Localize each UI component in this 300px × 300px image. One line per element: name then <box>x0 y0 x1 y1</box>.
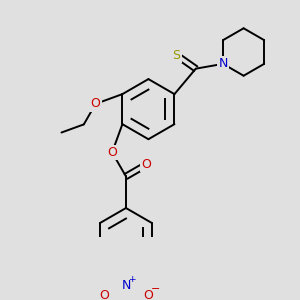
Text: S: S <box>172 49 180 62</box>
Text: −: − <box>151 284 160 295</box>
Text: O: O <box>142 158 152 171</box>
Text: N: N <box>121 279 130 292</box>
Text: O: O <box>91 98 100 110</box>
Text: N: N <box>218 57 228 70</box>
Text: O: O <box>107 146 117 159</box>
Text: O: O <box>143 289 153 300</box>
Text: O: O <box>99 289 109 300</box>
Text: +: + <box>128 275 135 284</box>
